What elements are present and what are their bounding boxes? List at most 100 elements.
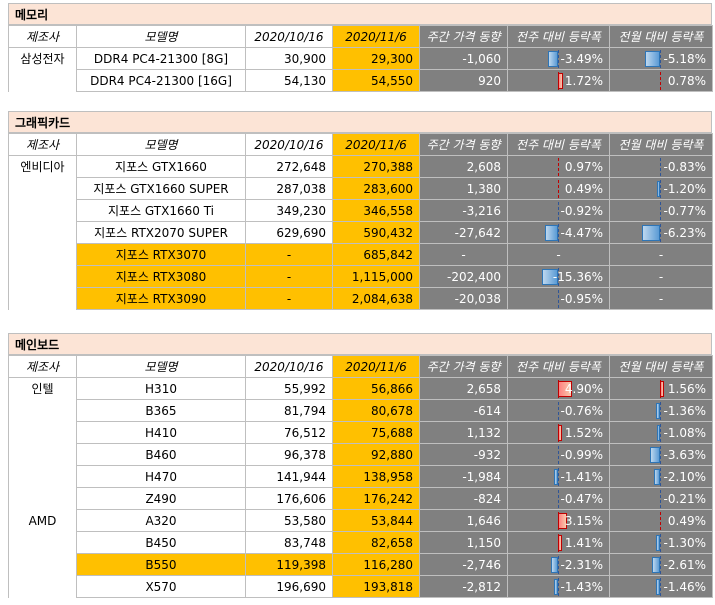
header-model: 모델명 bbox=[76, 133, 246, 156]
weekly-pct-cell-value: -3.49% bbox=[560, 51, 603, 66]
prev-price-cell: 83,748 bbox=[245, 531, 333, 554]
manufacturer-cell bbox=[8, 531, 77, 554]
monthly-pct-cell: - bbox=[609, 243, 713, 266]
monthly-pct-cell-value: -0.83% bbox=[663, 159, 706, 174]
prev-price-cell: 76,512 bbox=[245, 421, 333, 444]
weekly-pct-cell: -1.43% bbox=[507, 575, 610, 598]
monthly-pct-cell-value: -1.30% bbox=[663, 535, 706, 550]
model-cell: 지포스 RTX2070 SUPER bbox=[76, 221, 246, 244]
monthly-pct-cell: -2.61% bbox=[609, 553, 713, 576]
monthly-pct-cell-value: -5.18% bbox=[663, 51, 706, 66]
weekly-change-cell: 2,608 bbox=[419, 155, 508, 178]
table-row: B550 119,398 116,280 -2,746 -2.31% -2.61% bbox=[8, 553, 713, 576]
monthly-pct-cell: 1.56% bbox=[609, 377, 713, 400]
curr-price-cell: 346,558 bbox=[332, 199, 420, 222]
weekly-pct-cell: 0.97% bbox=[507, 155, 610, 178]
weekly-pct-cell: 3.15% bbox=[507, 509, 610, 532]
header-manufacturer: 제조사 bbox=[8, 133, 77, 156]
data-bar-axis bbox=[660, 512, 661, 530]
weekly-pct-cell: -15.36% bbox=[507, 265, 610, 288]
table-row: 지포스 GTX1660 SUPER 287,038 283,600 1,380 0.49… bbox=[8, 177, 713, 200]
prev-price-cell: 54,130 bbox=[245, 69, 333, 92]
weekly-change-cell: -614 bbox=[419, 399, 508, 422]
manufacturer-cell bbox=[8, 221, 77, 244]
data-bar-axis bbox=[558, 446, 559, 464]
table-row: H410 76,512 75,688 1,132 1.52% -1.08% bbox=[8, 421, 713, 444]
model-cell: 지포스 RTX3080 bbox=[76, 265, 246, 288]
monthly-pct-cell: -1.46% bbox=[609, 575, 713, 598]
data-bar-axis bbox=[558, 158, 559, 176]
section-0: 메모리 제조사 모델명 2020/10/16 2020/11/6 주간 가격 동향 전주 … bbox=[8, 3, 713, 92]
manufacturer-cell bbox=[8, 487, 77, 510]
data-bar bbox=[660, 381, 665, 397]
weekly-change-cell: -202,400 bbox=[419, 265, 508, 288]
data-bar-axis bbox=[660, 578, 661, 596]
header-row: 제조사 모델명 2020/10/16 2020/11/6 주간 가격 동향 전주 대비 등… bbox=[8, 25, 713, 48]
header-date-prev: 2020/10/16 bbox=[245, 25, 333, 48]
monthly-pct-cell-value: -2.10% bbox=[663, 469, 706, 484]
manufacturer-cell bbox=[8, 69, 77, 92]
data-bar bbox=[652, 557, 660, 573]
data-bar-axis bbox=[558, 556, 559, 574]
data-bar bbox=[542, 269, 558, 285]
monthly-pct-cell: -0.77% bbox=[609, 199, 713, 222]
data-bar-axis bbox=[558, 50, 559, 68]
model-cell: 지포스 GTX1660 bbox=[76, 155, 246, 178]
table-row: B460 96,378 92,880 -932 -0.99% -3.63% bbox=[8, 443, 713, 466]
price-table: 제조사 모델명 2020/10/16 2020/11/6 주간 가격 동향 전주 대비 등… bbox=[8, 25, 713, 92]
model-cell: 지포스 GTX1660 Ti bbox=[76, 199, 246, 222]
table-row: DDR4 PC4-21300 [16G] 54,130 54,550 920 1.72%… bbox=[8, 69, 713, 92]
prev-price-cell: - bbox=[245, 287, 333, 310]
table-row: Z490 176,606 176,242 -824 -0.47% -0.21% bbox=[8, 487, 713, 510]
prev-price-cell: 55,992 bbox=[245, 377, 333, 400]
data-bar bbox=[558, 513, 568, 529]
data-bar bbox=[656, 181, 660, 197]
header-weekly-pct: 전주 대비 등락폭 bbox=[507, 25, 610, 48]
prev-price-cell: 349,230 bbox=[245, 199, 333, 222]
weekly-pct-cell: 1.52% bbox=[507, 421, 610, 444]
weekly-pct-cell-value: 0.97% bbox=[564, 159, 603, 174]
manufacturer-cell: 삼성전자 bbox=[8, 47, 77, 70]
weekly-change-cell: -3,216 bbox=[419, 199, 508, 222]
header-row: 제조사 모델명 2020/10/16 2020/11/6 주간 가격 동향 전주 대비 등… bbox=[8, 133, 713, 156]
data-bar bbox=[645, 51, 660, 67]
data-bar bbox=[545, 225, 558, 241]
monthly-pct-cell-value: -0.21% bbox=[663, 491, 706, 506]
weekly-pct-cell-value: -0.76% bbox=[560, 403, 603, 418]
monthly-pct-cell-value: - bbox=[658, 291, 664, 306]
header-weekly-pct: 전주 대비 등락폭 bbox=[507, 355, 610, 378]
monthly-pct-cell-value: 1.56% bbox=[667, 381, 706, 396]
data-bar bbox=[558, 381, 573, 397]
weekly-pct-cell-value: 3.15% bbox=[564, 513, 603, 528]
price-table: 제조사 모델명 2020/10/16 2020/11/6 주간 가격 동향 전주 대비 등… bbox=[8, 355, 713, 598]
manufacturer-cell bbox=[8, 287, 77, 310]
monthly-pct-cell: - bbox=[609, 265, 713, 288]
data-bar-axis bbox=[660, 72, 661, 90]
weekly-change-cell: 1,132 bbox=[419, 421, 508, 444]
monthly-pct-cell: - bbox=[609, 287, 713, 310]
model-cell: A320 bbox=[76, 509, 246, 532]
weekly-change-cell: 920 bbox=[419, 69, 508, 92]
curr-price-cell: 116,280 bbox=[332, 553, 420, 576]
curr-price-cell: 56,866 bbox=[332, 377, 420, 400]
manufacturer-cell: AMD bbox=[8, 509, 77, 532]
prev-price-cell: 272,648 bbox=[245, 155, 333, 178]
table-row: 삼성전자 DDR4 PC4-21300 [8G] 30,900 29,300 -1,06… bbox=[8, 47, 713, 70]
header-date-prev: 2020/10/16 bbox=[245, 355, 333, 378]
weekly-pct-cell-value: -1.43% bbox=[560, 579, 603, 594]
data-bar bbox=[558, 73, 563, 89]
table-row: 지포스 GTX1660 Ti 349,230 346,558 -3,216 -0.92%… bbox=[8, 199, 713, 222]
curr-price-cell: 75,688 bbox=[332, 421, 420, 444]
header-row: 제조사 모델명 2020/10/16 2020/11/6 주간 가격 동향 전주 대비 등… bbox=[8, 355, 713, 378]
section-title: 메인보드 bbox=[8, 333, 712, 355]
prev-price-cell: 81,794 bbox=[245, 399, 333, 422]
data-bar-axis bbox=[660, 446, 661, 464]
curr-price-cell: 1,115,000 bbox=[332, 265, 420, 288]
data-bar-axis bbox=[660, 158, 661, 176]
data-bar-axis bbox=[558, 268, 559, 286]
weekly-pct-cell-value: - bbox=[556, 247, 561, 262]
data-bar-axis bbox=[558, 202, 559, 220]
weekly-pct-cell-value: 1.41% bbox=[564, 535, 603, 550]
curr-price-cell: 283,600 bbox=[332, 177, 420, 200]
prev-price-cell: - bbox=[245, 265, 333, 288]
